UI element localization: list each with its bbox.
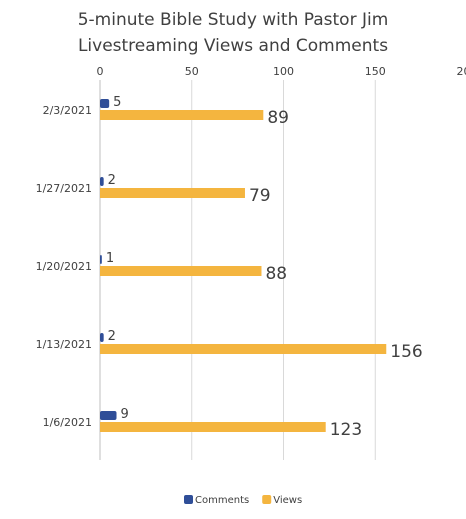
value-label: 2 [108, 173, 116, 188]
value-label: 88 [265, 264, 287, 284]
bar [100, 188, 245, 198]
bar [100, 422, 326, 432]
value-label: 5 [113, 95, 121, 110]
x-tick-label: 0 [97, 65, 104, 78]
x-tick-label: 50 [185, 65, 199, 78]
bar [100, 177, 104, 186]
bar [100, 333, 104, 342]
bar [100, 110, 264, 120]
bar [100, 411, 117, 420]
x-tick-label: 200 [457, 65, 466, 78]
y-tick-label: 1/6/2021 [43, 416, 92, 429]
value-label: 1 [106, 251, 114, 266]
legend-swatch [184, 495, 193, 504]
value-label: 9 [121, 407, 129, 422]
bar [100, 344, 387, 354]
x-tick-label: 100 [273, 65, 294, 78]
chart-title: 5-minute Bible Study with Pastor Jim [78, 10, 389, 30]
bar [100, 266, 262, 276]
value-label: 89 [267, 108, 289, 128]
chart-title: Livestreaming Views and Comments [78, 36, 388, 56]
legend-swatch [262, 495, 272, 504]
legend-label: Comments [195, 495, 249, 506]
y-tick-label: 1/13/2021 [36, 338, 92, 351]
bar [100, 99, 110, 108]
value-label: 79 [249, 186, 271, 206]
bar [100, 255, 102, 264]
value-label: 2 [108, 329, 116, 344]
y-tick-label: 1/27/2021 [36, 182, 92, 195]
y-tick-label: 2/3/2021 [43, 104, 92, 117]
value-label: 156 [390, 342, 422, 362]
x-tick-label: 150 [365, 65, 386, 78]
value-label: 123 [330, 420, 362, 440]
legend-label: Views [273, 495, 302, 506]
y-tick-label: 1/20/2021 [36, 260, 92, 273]
